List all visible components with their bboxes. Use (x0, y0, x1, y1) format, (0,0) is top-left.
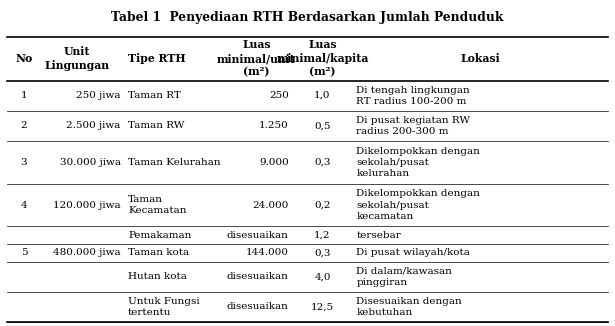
Text: 9.000: 9.000 (259, 158, 289, 167)
Text: Unit
Lingungan: Unit Lingungan (44, 46, 109, 71)
Text: Untuk Fungsi
tertentu: Untuk Fungsi tertentu (128, 297, 200, 317)
Text: 2.500 jiwa: 2.500 jiwa (66, 121, 121, 130)
Text: 0,3: 0,3 (314, 248, 331, 258)
Text: Lokasi: Lokasi (460, 53, 500, 64)
Text: 4,0: 4,0 (314, 272, 331, 281)
Text: 120.000 jiwa: 120.000 jiwa (53, 200, 121, 210)
Text: tersebar: tersebar (356, 231, 401, 240)
Text: Di pusat kegiatan RW
radius 200-300 m: Di pusat kegiatan RW radius 200-300 m (356, 116, 470, 136)
Text: 12,5: 12,5 (311, 303, 334, 311)
Text: 1,2: 1,2 (314, 231, 331, 240)
Text: Taman kota: Taman kota (128, 248, 189, 258)
Text: disesuaikan: disesuaikan (227, 303, 289, 311)
Text: 0,5: 0,5 (314, 121, 331, 130)
Text: Tipe RTH: Tipe RTH (128, 53, 186, 64)
Text: Di pusat wilayah/kota: Di pusat wilayah/kota (356, 248, 470, 258)
Text: Taman RW: Taman RW (128, 121, 184, 130)
Text: Luas
minimal/unit
(m²): Luas minimal/unit (m²) (217, 39, 296, 78)
Text: Luas
minimal/kapita
(m²): Luas minimal/kapita (m²) (276, 39, 369, 78)
Text: 250: 250 (269, 91, 289, 100)
Text: Dikelompokkan dengan
sekolah/pusat
kelurahan: Dikelompokkan dengan sekolah/pusat kelur… (356, 147, 480, 178)
Text: 4: 4 (20, 200, 27, 210)
Text: 24.000: 24.000 (252, 200, 289, 210)
Text: Taman RT: Taman RT (128, 91, 181, 100)
Text: 1: 1 (20, 91, 27, 100)
Text: 5: 5 (20, 248, 27, 258)
Text: 1.250: 1.250 (259, 121, 289, 130)
Text: No: No (15, 53, 33, 64)
Text: disesuaikan: disesuaikan (227, 272, 289, 281)
Text: 144.000: 144.000 (246, 248, 289, 258)
Text: Hutan kota: Hutan kota (128, 272, 187, 281)
Text: 1,0: 1,0 (314, 91, 331, 100)
Text: 250 jiwa: 250 jiwa (76, 91, 121, 100)
Text: Taman
Kecamatan: Taman Kecamatan (128, 195, 186, 215)
Text: disesuaikan: disesuaikan (227, 231, 289, 240)
Text: 0,2: 0,2 (314, 200, 331, 210)
Text: 0,3: 0,3 (314, 158, 331, 167)
Text: Di tengah lingkungan
RT radius 100-200 m: Di tengah lingkungan RT radius 100-200 m (356, 86, 470, 106)
Text: Disesuaikan dengan
kebutuhan: Disesuaikan dengan kebutuhan (356, 297, 462, 317)
Text: 3: 3 (20, 158, 27, 167)
Text: Tabel 1  Penyediaan RTH Berdasarkan Jumlah Penduduk: Tabel 1 Penyediaan RTH Berdasarkan Jumla… (111, 11, 504, 24)
Text: Dikelompokkan dengan
sekolah/pusat
kecamatan: Dikelompokkan dengan sekolah/pusat kecam… (356, 189, 480, 221)
Text: Pemakaman: Pemakaman (128, 231, 191, 240)
Text: 30.000 jiwa: 30.000 jiwa (60, 158, 121, 167)
Text: 480.000 jiwa: 480.000 jiwa (53, 248, 121, 258)
Text: Di dalam/kawasan
pinggiran: Di dalam/kawasan pinggiran (356, 267, 452, 287)
Text: 2: 2 (20, 121, 27, 130)
Text: Taman Kelurahan: Taman Kelurahan (128, 158, 221, 167)
